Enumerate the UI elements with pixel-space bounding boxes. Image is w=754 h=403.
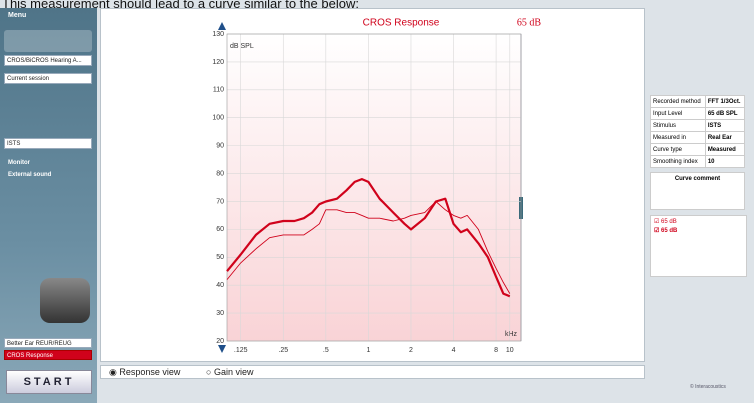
info-key: Measured in [650, 131, 706, 144]
menu[interactable]: Menu [8, 12, 27, 19]
series-line [226, 178, 511, 298]
icon-bar [4, 30, 92, 52]
x-tick-label: 4 [452, 347, 456, 354]
legend-label: 65 dB [661, 219, 677, 225]
x-axis-label: kHz [505, 331, 518, 338]
x-tick-label: .25 [278, 347, 288, 354]
y-tick-label: 20 [216, 338, 224, 345]
info-key: Stimulus [650, 119, 706, 132]
info-value: Real Ear [704, 131, 746, 144]
info-value: 65 dB SPL [704, 107, 746, 120]
plot-area [227, 34, 521, 341]
start-button[interactable]: START [6, 370, 92, 394]
scroll-up[interactable] [218, 22, 226, 30]
protocol-select[interactable]: CROS/BiCROS Hearing A... [4, 55, 92, 66]
monitor[interactable]: Monitor [8, 160, 30, 166]
info-row: Smoothing index 10 [650, 155, 746, 168]
view-bar: ◉ Response view ○ Gain view [100, 365, 645, 379]
legend-label: 65 dB [661, 228, 678, 234]
session-select[interactable]: Current session [4, 73, 92, 84]
info-value: ISTS [704, 119, 746, 132]
radio-response-view[interactable]: ◉ Response view [109, 367, 181, 377]
chart-title: CROS Response [363, 18, 440, 29]
sidebar: Menu CROS/BiCROS Hearing A... Current se… [0, 8, 97, 403]
x-tick-label: 2 [409, 347, 413, 354]
x-tick-label: 1 [366, 347, 370, 354]
info-value: 10 [704, 155, 746, 168]
y-tick-label: 50 [216, 254, 224, 261]
x-tick-label: .125 [234, 347, 248, 354]
info-row: Recorded method FFT 1/3Oct. [650, 95, 746, 108]
info-key: Curve type [650, 143, 706, 156]
chart: CROS Response 65 dB dB SPL kHz 20 30 40 50 60 70 8… [212, 17, 542, 354]
y-tick-label: 80 [216, 170, 224, 177]
x-tick-label: 8 [494, 347, 498, 354]
info-key: Input Level [650, 107, 706, 120]
radio-gain-view[interactable]: ○ Gain view [206, 367, 254, 377]
label: Response view [119, 367, 181, 377]
stimulus-select[interactable]: ISTS [4, 138, 92, 149]
label: Gain view [213, 367, 254, 377]
info-value: Measured [704, 143, 746, 156]
scroll-down[interactable] [218, 345, 226, 353]
info-key: Smoothing index [650, 155, 706, 168]
info-value: FFT 1/3Oct. [704, 95, 746, 108]
legend-entry[interactable]: ☑ 65 dB [654, 219, 677, 225]
info-key: Recorded method [650, 95, 706, 108]
y-tick-label: 30 [216, 310, 224, 317]
protocol-step[interactable]: CROS Response [4, 350, 92, 360]
chart-panel: CROS Response 65 dB dB SPL kHz 20 30 40 50 60 70 8… [100, 8, 645, 362]
info-row: Input Level 65 dB SPL [650, 107, 746, 120]
info-row: Curve type Measured [650, 143, 746, 156]
y-tick-label: 120 [212, 59, 224, 66]
series-line [226, 201, 511, 294]
y-axis-label: dB SPL [230, 43, 254, 50]
device-image [40, 278, 90, 323]
y-tick-label: 40 [216, 282, 224, 289]
y-tick-label: 70 [216, 198, 224, 205]
protocol-step[interactable]: Better Ear REUR/REUG [4, 338, 92, 348]
y-tick-label: 60 [216, 226, 224, 233]
info-table: Recorded method FFT 1/3Oct. Input Level 65 … [650, 95, 746, 168]
curve-comment: Curve comment [650, 172, 745, 210]
plot-border [226, 33, 522, 342]
header-text: This measurement should lead to a curve … [2, 0, 359, 11]
y-tick-label: 110 [213, 87, 224, 94]
info-row: Measured in Real Ear [650, 131, 746, 144]
level-label: 65 dB [517, 17, 542, 28]
y-tick-label: 90 [216, 142, 224, 149]
x-tick-label: 10 [506, 347, 514, 354]
copyright: © Interacoustics [690, 384, 726, 390]
legend-entry[interactable]: ☑ 65 dB [654, 228, 678, 234]
external-sound[interactable]: External sound [8, 172, 52, 178]
y-tick-label: 130 [212, 31, 224, 38]
legend: ☑ 65 dB ☑ 65 dB [650, 215, 747, 277]
x-tick-label: .5 [323, 347, 329, 354]
info-row: Stimulus ISTS [650, 119, 746, 132]
y-tick-label: 100 [212, 115, 224, 122]
